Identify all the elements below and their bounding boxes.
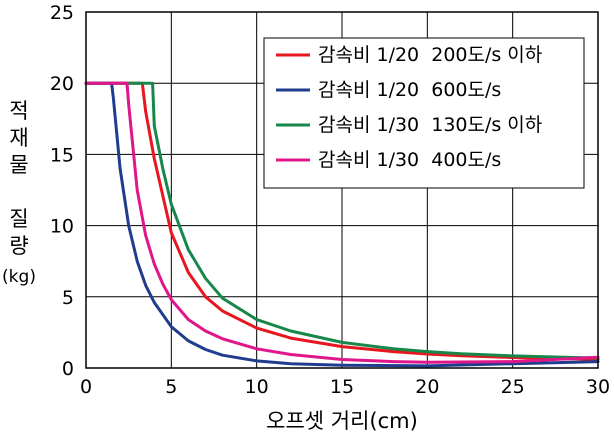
x-tick-label: 0 — [80, 376, 92, 398]
x-tick-label: 10 — [245, 376, 269, 398]
legend-item: 감속비 1/30 130도/s 이하 — [276, 114, 542, 136]
legend-item: 감속비 1/20 600도/s — [276, 79, 501, 101]
series-line-2 — [84, 81, 600, 368]
x-tick-label: 30 — [586, 376, 610, 398]
legend-item: 감속비 1/30 400도/s — [276, 149, 501, 171]
y-tick-label: 0 — [62, 358, 74, 380]
y-tick-label: 25 — [50, 2, 74, 24]
y-tick-label: 15 — [50, 144, 74, 166]
legend-label: 감속비 1/20 600도/s — [318, 79, 501, 101]
y-tick-label: 20 — [50, 73, 74, 95]
x-tick-label: 15 — [330, 376, 354, 398]
y-tick-label: 5 — [62, 287, 74, 309]
x-tick-label: 25 — [501, 376, 525, 398]
x-axis-label: 오프셋 거리(cm) — [266, 409, 418, 433]
x-tick-labels: 0 5 10 15 20 25 30 — [80, 376, 610, 398]
legend-box — [263, 37, 585, 189]
series-line-3 — [84, 81, 600, 360]
x-tick-label: 20 — [415, 376, 439, 398]
y-tick-label: 10 — [50, 216, 74, 238]
legend-label: 감속비 1/30 130도/s 이하 — [318, 114, 542, 136]
series-line-4 — [84, 81, 600, 364]
legend-label: 감속비 1/20 200도/s 이하 — [318, 44, 542, 66]
x-tick-label: 5 — [165, 376, 177, 398]
y-tick-labels: 0 5 10 15 20 25 — [50, 2, 74, 380]
legend-label: 감속비 1/30 400도/s — [318, 149, 501, 171]
y-axis-unit: (kg) — [2, 267, 36, 287]
plot-frame — [85, 11, 599, 369]
series-lines — [84, 81, 600, 368]
legend-item: 감속비 1/20 200도/s 이하 — [276, 44, 542, 66]
